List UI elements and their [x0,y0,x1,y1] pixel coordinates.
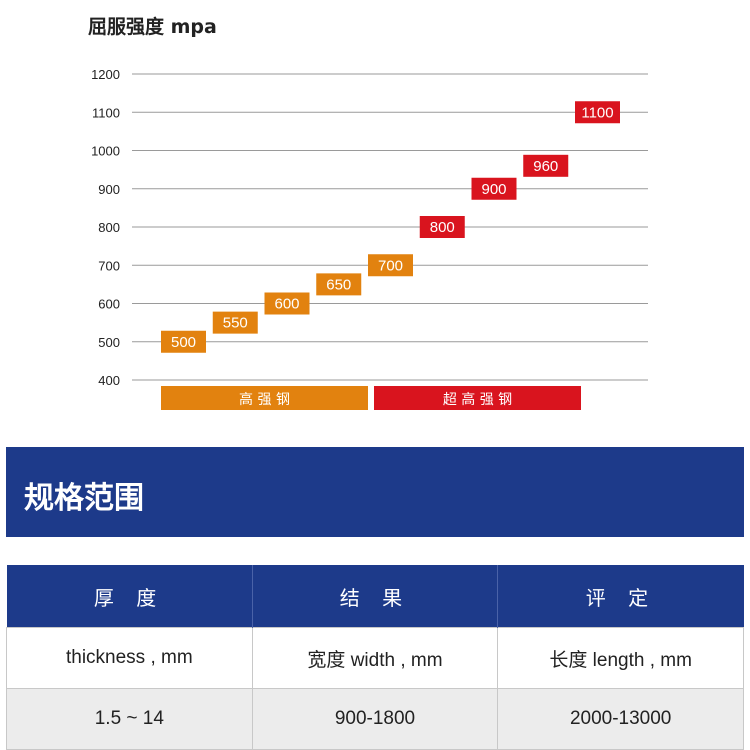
section-title: 规格范围 [24,481,144,516]
spec-table: 厚 度 结 果 评 定 thickness , mm 宽度 width , mm… [6,565,744,750]
cell-thickness-value: 1.5 ~ 14 [6,688,253,750]
cell-width-label: 宽度 width , mm [251,627,499,689]
value-box [212,311,258,334]
section-banner: 规格范围 [6,447,744,537]
value-box [471,177,517,200]
y-tick-label: 700 [98,258,120,273]
value-box [419,216,465,238]
cell-length-value: 2000-13000 [497,688,744,750]
y-tick-label: 900 [98,182,120,197]
value-box [575,101,620,124]
cell-thickness-label: thickness , mm [6,627,253,689]
category-label: 高 强 钢 [239,391,290,408]
value-box [316,273,362,296]
data-label: 650 [326,276,351,293]
category-label: 超 高 强 钢 [443,391,512,408]
table-header-row: 厚 度 结 果 评 定 [6,565,744,628]
y-tick-label: 800 [98,220,120,235]
header-thickness: 厚 度 [6,565,253,628]
y-tick-label: 400 [98,373,120,388]
value-box [264,292,310,315]
data-label: 700 [378,257,403,274]
table-row: thickness , mm 宽度 width , mm 长度 length ,… [6,627,744,689]
cell-width-value: 900-1800 [251,688,499,750]
chart-title: 屈服强度 mpa [88,16,217,38]
data-label: 500 [171,334,196,351]
value-box [523,154,569,177]
value-box [161,330,206,353]
table-row: 1.5 ~ 14 900-1800 2000-13000 [6,688,744,750]
y-tick-label: 500 [98,335,120,350]
y-tick-label: 1200 [91,67,120,82]
y-tick-label: 600 [98,297,120,312]
data-label: 600 [274,296,299,313]
value-box [368,254,413,277]
header-assessment: 评 定 [497,565,744,628]
y-tick-label: 1100 [92,105,120,120]
y-tick-label: 1000 [91,144,120,159]
data-label: 900 [481,181,506,198]
data-label: 550 [223,315,248,332]
category-bar [374,386,581,410]
data-label: 800 [430,219,455,236]
header-result: 结 果 [252,565,499,628]
category-bar [161,386,368,410]
cell-length-label: 长度 length , mm [497,627,744,689]
data-label: 1100 [581,104,613,121]
data-label: 960 [533,158,558,175]
yield-strength-chart: 400 500 600 700 800 900 1000 1100 1200 500 550 600 6… [91,67,648,410]
